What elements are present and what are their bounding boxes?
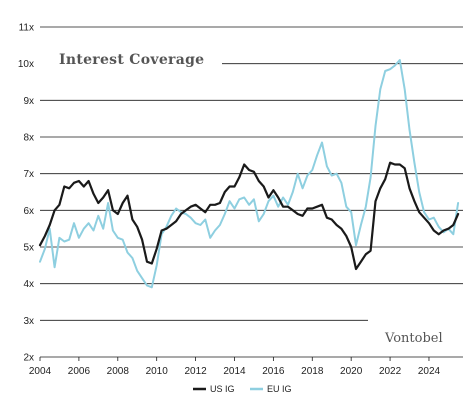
legend: US IG EU IG [193, 384, 292, 394]
x-tick-label-2022: 2022 [379, 366, 402, 377]
brand-label: Vontobel [384, 331, 443, 346]
y-tick-label-11x: 11x [19, 23, 34, 34]
series-line-us-ig [38, 161, 460, 271]
chart-title: Interest Coverage [59, 52, 204, 68]
y-tick-label-2x: 2x [23, 353, 34, 364]
x-tick-label-2018: 2018 [301, 366, 324, 377]
x-tick-label-2006: 2006 [68, 366, 91, 377]
y-tick-label-6x: 6x [23, 206, 34, 217]
x-tick-label-2008: 2008 [107, 366, 130, 377]
x-tick-label-2010: 2010 [146, 366, 169, 377]
y-tick-label-5x: 5x [23, 243, 34, 254]
x-tick-label-2020: 2020 [340, 366, 363, 377]
y-tick-label-3x: 3x [23, 316, 34, 327]
y-tick-label-8x: 8x [23, 133, 34, 144]
y-tick-label-9x: 9x [23, 96, 34, 107]
y-axis-ticks: 2x 3x 4x 5x 6x 7x 8x 9x 10x 11x [18, 23, 34, 364]
y-tick-label-10x: 10x [18, 59, 34, 70]
grid-layer [40, 26, 463, 358]
y-tick-label-7x: 7x [23, 169, 34, 180]
series-line-eu-ig [39, 59, 460, 289]
y-tick-label-4x: 4x [23, 279, 34, 290]
x-tick-label-2004: 2004 [29, 366, 52, 377]
x-tick-label-2014: 2014 [223, 366, 246, 377]
x-axis-ticks: 2004 2006 2008 2010 2012 2014 2016 2018 2020 2022… [29, 357, 441, 377]
series-layer [38, 59, 460, 289]
x-tick-label-2024: 2024 [418, 366, 441, 377]
legend-label-eu-ig: EU IG [267, 384, 292, 394]
x-tick-label-2016: 2016 [262, 366, 285, 377]
legend-label-us-ig: US IG [210, 384, 235, 394]
x-tick-label-2012: 2012 [184, 366, 207, 377]
